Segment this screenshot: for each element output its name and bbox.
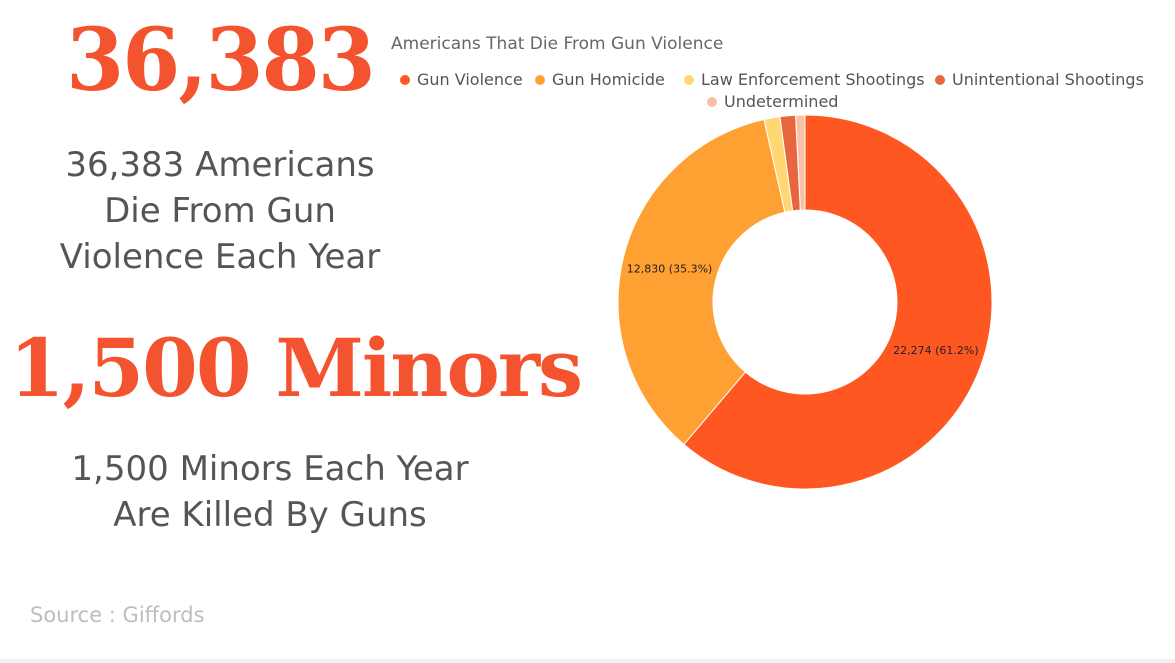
caption-line: Violence Each Year [59, 237, 381, 277]
slice-gun-homicide[interactable] [617, 118, 786, 446]
donut-slices [617, 114, 993, 490]
chart-legend: Gun Violence Gun Homicide Law Enforcement … [400, 70, 1144, 111]
source-note: Source : Giffords [30, 603, 205, 627]
minors-caption: 1,500 Minors Each Year Are Killed By Gun… [0, 446, 540, 538]
headline-caption: 36,383 Americans Die From Gun Violence E… [0, 142, 440, 280]
legend-label-undetermined[interactable]: Undetermined [724, 92, 838, 111]
chart-title: Americans That Die From Gun Violence [391, 34, 724, 54]
caption-line: Die From Gun [104, 191, 336, 231]
legend-swatch-undetermined[interactable] [707, 97, 717, 107]
legend-label-gun-violence[interactable]: Gun Violence [417, 70, 523, 89]
slice-label-gun-violence: 22,274 (61.2%) [893, 344, 979, 357]
legend-swatch-gun-homicide[interactable] [535, 75, 545, 85]
legend-swatch-law-enforcement-shootings[interactable] [684, 75, 694, 85]
slice-gun-violence[interactable] [683, 114, 993, 490]
minors-headline: 1,500 Minors [8, 321, 583, 415]
caption-line: Are Killed By Guns [113, 495, 427, 535]
legend-label-unintentional-shootings[interactable]: Unintentional Shootings [952, 70, 1144, 89]
bottom-divider [0, 659, 1175, 663]
legend-label-law-enforcement-shootings[interactable]: Law Enforcement Shootings [701, 70, 925, 89]
caption-line: 36,383 Americans [65, 145, 375, 185]
caption-line: 1,500 Minors Each Year [71, 449, 469, 489]
slice-label-gun-homicide: 12,830 (35.3%) [627, 263, 713, 276]
legend-label-gun-homicide[interactable]: Gun Homicide [552, 70, 665, 89]
slice-labels: 22,274 (61.2%) 12,830 (35.3%) [627, 263, 979, 358]
legend-swatch-gun-violence[interactable] [400, 75, 410, 85]
slice-undetermined[interactable] [795, 114, 806, 211]
legend-swatch-unintentional-shootings[interactable] [935, 75, 945, 85]
headline-number: 36,383 [66, 10, 376, 111]
